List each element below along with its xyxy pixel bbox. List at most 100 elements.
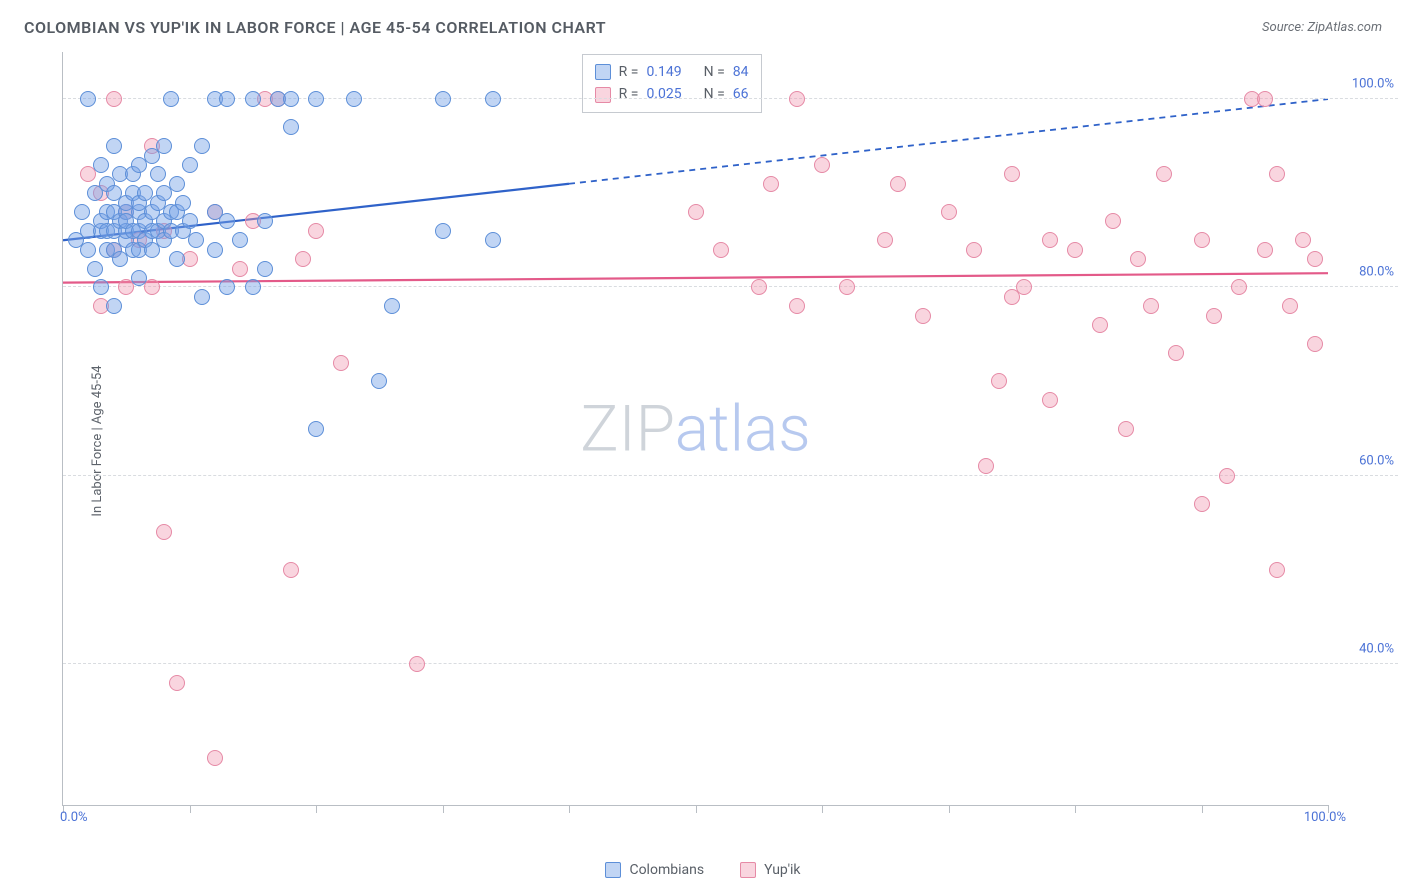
data-point	[182, 157, 198, 173]
gridline	[63, 663, 1398, 664]
gridline	[63, 286, 1398, 287]
source-prefix: Source:	[1262, 20, 1307, 35]
data-point	[232, 261, 248, 277]
source-link[interactable]: ZipAtlas.com	[1307, 20, 1382, 35]
data-point	[156, 524, 172, 540]
series-legend: Colombians Yup'ik	[0, 862, 1406, 878]
data-point	[1067, 242, 1083, 258]
y-tick-label: 40.0%	[1359, 641, 1394, 656]
legend-swatch	[740, 862, 756, 878]
data-point	[163, 91, 179, 107]
data-point	[1231, 279, 1247, 295]
series-legend-label: Colombians	[629, 862, 704, 878]
data-point	[877, 232, 893, 248]
data-point	[219, 279, 235, 295]
data-point	[150, 166, 166, 182]
data-point	[156, 138, 172, 154]
chart-source: Source: ZipAtlas.com	[1262, 20, 1382, 35]
data-point	[1042, 392, 1058, 408]
series-legend-item: Colombians	[605, 862, 704, 878]
data-point	[182, 213, 198, 229]
data-point	[257, 261, 273, 277]
data-point	[839, 279, 855, 295]
data-point	[207, 242, 223, 258]
data-point	[1042, 232, 1058, 248]
legend-r-label: R =	[619, 83, 639, 105]
legend-n-value: 66	[733, 83, 749, 105]
data-point	[169, 251, 185, 267]
data-point	[814, 157, 830, 173]
data-point	[1143, 298, 1159, 314]
legend-row: R = 0.149N = 84	[595, 61, 749, 83]
data-point	[1269, 166, 1285, 182]
data-point	[1307, 336, 1323, 352]
data-point	[1168, 345, 1184, 361]
data-point	[384, 298, 400, 314]
data-point	[1307, 251, 1323, 267]
data-point	[1118, 421, 1134, 437]
legend-n-label: N =	[704, 83, 725, 105]
y-tick-label: 100.0%	[1352, 77, 1394, 92]
data-point	[435, 223, 451, 239]
chart-title: COLOMBIAN VS YUP'IK IN LABOR FORCE | AGE…	[24, 18, 606, 37]
data-point	[1257, 91, 1273, 107]
data-point	[1156, 166, 1172, 182]
data-point	[1282, 298, 1298, 314]
data-point	[1004, 166, 1020, 182]
data-point	[219, 213, 235, 229]
data-point	[966, 242, 982, 258]
data-point	[308, 223, 324, 239]
data-point	[485, 91, 501, 107]
legend-n-label: N =	[704, 61, 725, 83]
data-point	[283, 91, 299, 107]
data-point	[688, 204, 704, 220]
legend-r-label: R =	[619, 61, 639, 83]
data-point	[93, 157, 109, 173]
data-point	[74, 204, 90, 220]
data-point	[1194, 232, 1210, 248]
data-point	[1206, 308, 1222, 324]
data-point	[245, 279, 261, 295]
data-point	[194, 289, 210, 305]
data-point	[346, 91, 362, 107]
legend-swatch	[595, 87, 611, 103]
data-point	[751, 279, 767, 295]
chart-header: COLOMBIAN VS YUP'IK IN LABOR FORCE | AGE…	[0, 0, 1406, 51]
data-point	[207, 750, 223, 766]
plot-region: ZIPatlas R = 0.149N = 84R = 0.025N = 66 …	[62, 52, 1328, 806]
data-point	[890, 176, 906, 192]
series-legend-label: Yup'ik	[764, 862, 800, 878]
data-point	[106, 298, 122, 314]
data-point	[1219, 468, 1235, 484]
data-point	[1105, 213, 1121, 229]
data-point	[80, 91, 96, 107]
data-point	[257, 213, 273, 229]
data-point	[978, 458, 994, 474]
gridline	[63, 475, 1398, 476]
legend-r-value: 0.025	[646, 83, 681, 105]
data-point	[106, 138, 122, 154]
data-point	[93, 279, 109, 295]
data-point	[1257, 242, 1273, 258]
data-point	[80, 242, 96, 258]
legend-n-value: 84	[733, 61, 749, 83]
legend-row: R = 0.025 N = 66	[595, 83, 749, 105]
correlation-legend: R = 0.149N = 84R = 0.025 N = 66	[582, 54, 762, 113]
data-point	[194, 138, 210, 154]
data-point	[1269, 562, 1285, 578]
data-point	[308, 421, 324, 437]
data-point	[219, 91, 235, 107]
data-point	[333, 355, 349, 371]
data-point	[713, 242, 729, 258]
data-point	[106, 91, 122, 107]
data-point	[1295, 232, 1311, 248]
x-min-label: 0.0%	[60, 810, 88, 825]
series-legend-item: Yup'ik	[740, 862, 800, 878]
data-point	[131, 270, 147, 286]
data-point	[409, 656, 425, 672]
legend-swatch	[605, 862, 621, 878]
data-point	[1092, 317, 1108, 333]
data-point	[789, 91, 805, 107]
watermark-part1: ZIP	[580, 391, 674, 466]
y-tick-label: 80.0%	[1359, 265, 1394, 280]
